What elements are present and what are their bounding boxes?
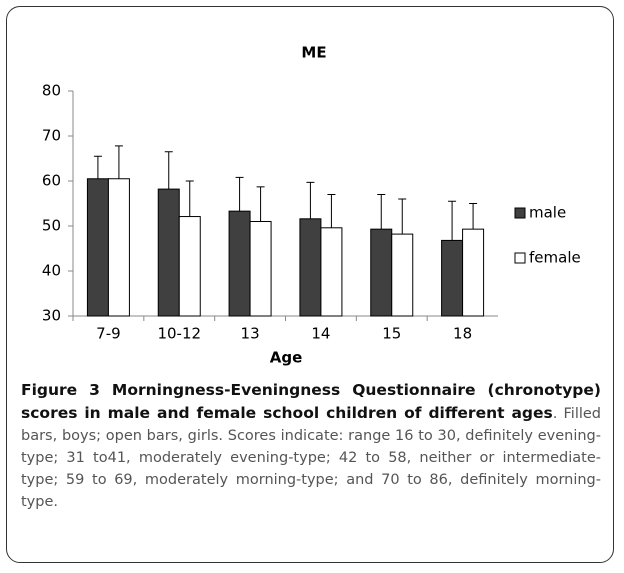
bar: [157, 188, 180, 317]
caption-title: Figure 3 Morningness-Eveningness Questio…: [21, 381, 601, 422]
bar: [391, 233, 414, 317]
x-tick-label: 10-12: [157, 325, 201, 343]
bar: [178, 216, 201, 317]
y-tick-label: 40: [42, 262, 61, 280]
bar: [370, 228, 393, 317]
legend-swatch: [514, 207, 526, 219]
bar: [86, 178, 109, 317]
x-axis-label: Age: [270, 349, 303, 367]
y-tick-label: 50: [42, 217, 61, 235]
bar: [462, 228, 485, 317]
legend-label: male: [529, 204, 566, 222]
legend-swatch: [514, 252, 526, 264]
y-tick-label: 30: [42, 307, 61, 325]
caption: Figure 3 Morningness-Eveningness Questio…: [21, 381, 601, 510]
caption-text: Filled bars, boys; open bars, girls. Sco…: [21, 406, 601, 510]
x-tick-label: 13: [241, 325, 260, 343]
bar: [249, 221, 272, 317]
y-tick-label: 70: [42, 127, 61, 145]
bar: [441, 239, 464, 317]
chart: ME Age 30 40 50 60 70 80 7-9 10-12 13 14 15 18 male f…: [42, 44, 581, 367]
x-tick-label: 18: [453, 325, 472, 343]
x-tick-label: 15: [382, 325, 401, 343]
y-tick-label: 80: [42, 82, 61, 100]
figure-frame: ME Age 30 40 50 60 70 80 7-9 10-12 13 14 15 18 male f…: [6, 6, 614, 563]
bar: [299, 218, 322, 317]
legend-label: female: [529, 249, 581, 267]
x-tick-label: 7-9: [96, 325, 121, 343]
y-tick-label: 60: [42, 172, 61, 190]
chart-title: ME: [301, 44, 326, 62]
x-tick-label: 14: [311, 325, 330, 343]
bar: [228, 210, 251, 317]
bar: [320, 227, 343, 317]
bar: [107, 178, 130, 317]
